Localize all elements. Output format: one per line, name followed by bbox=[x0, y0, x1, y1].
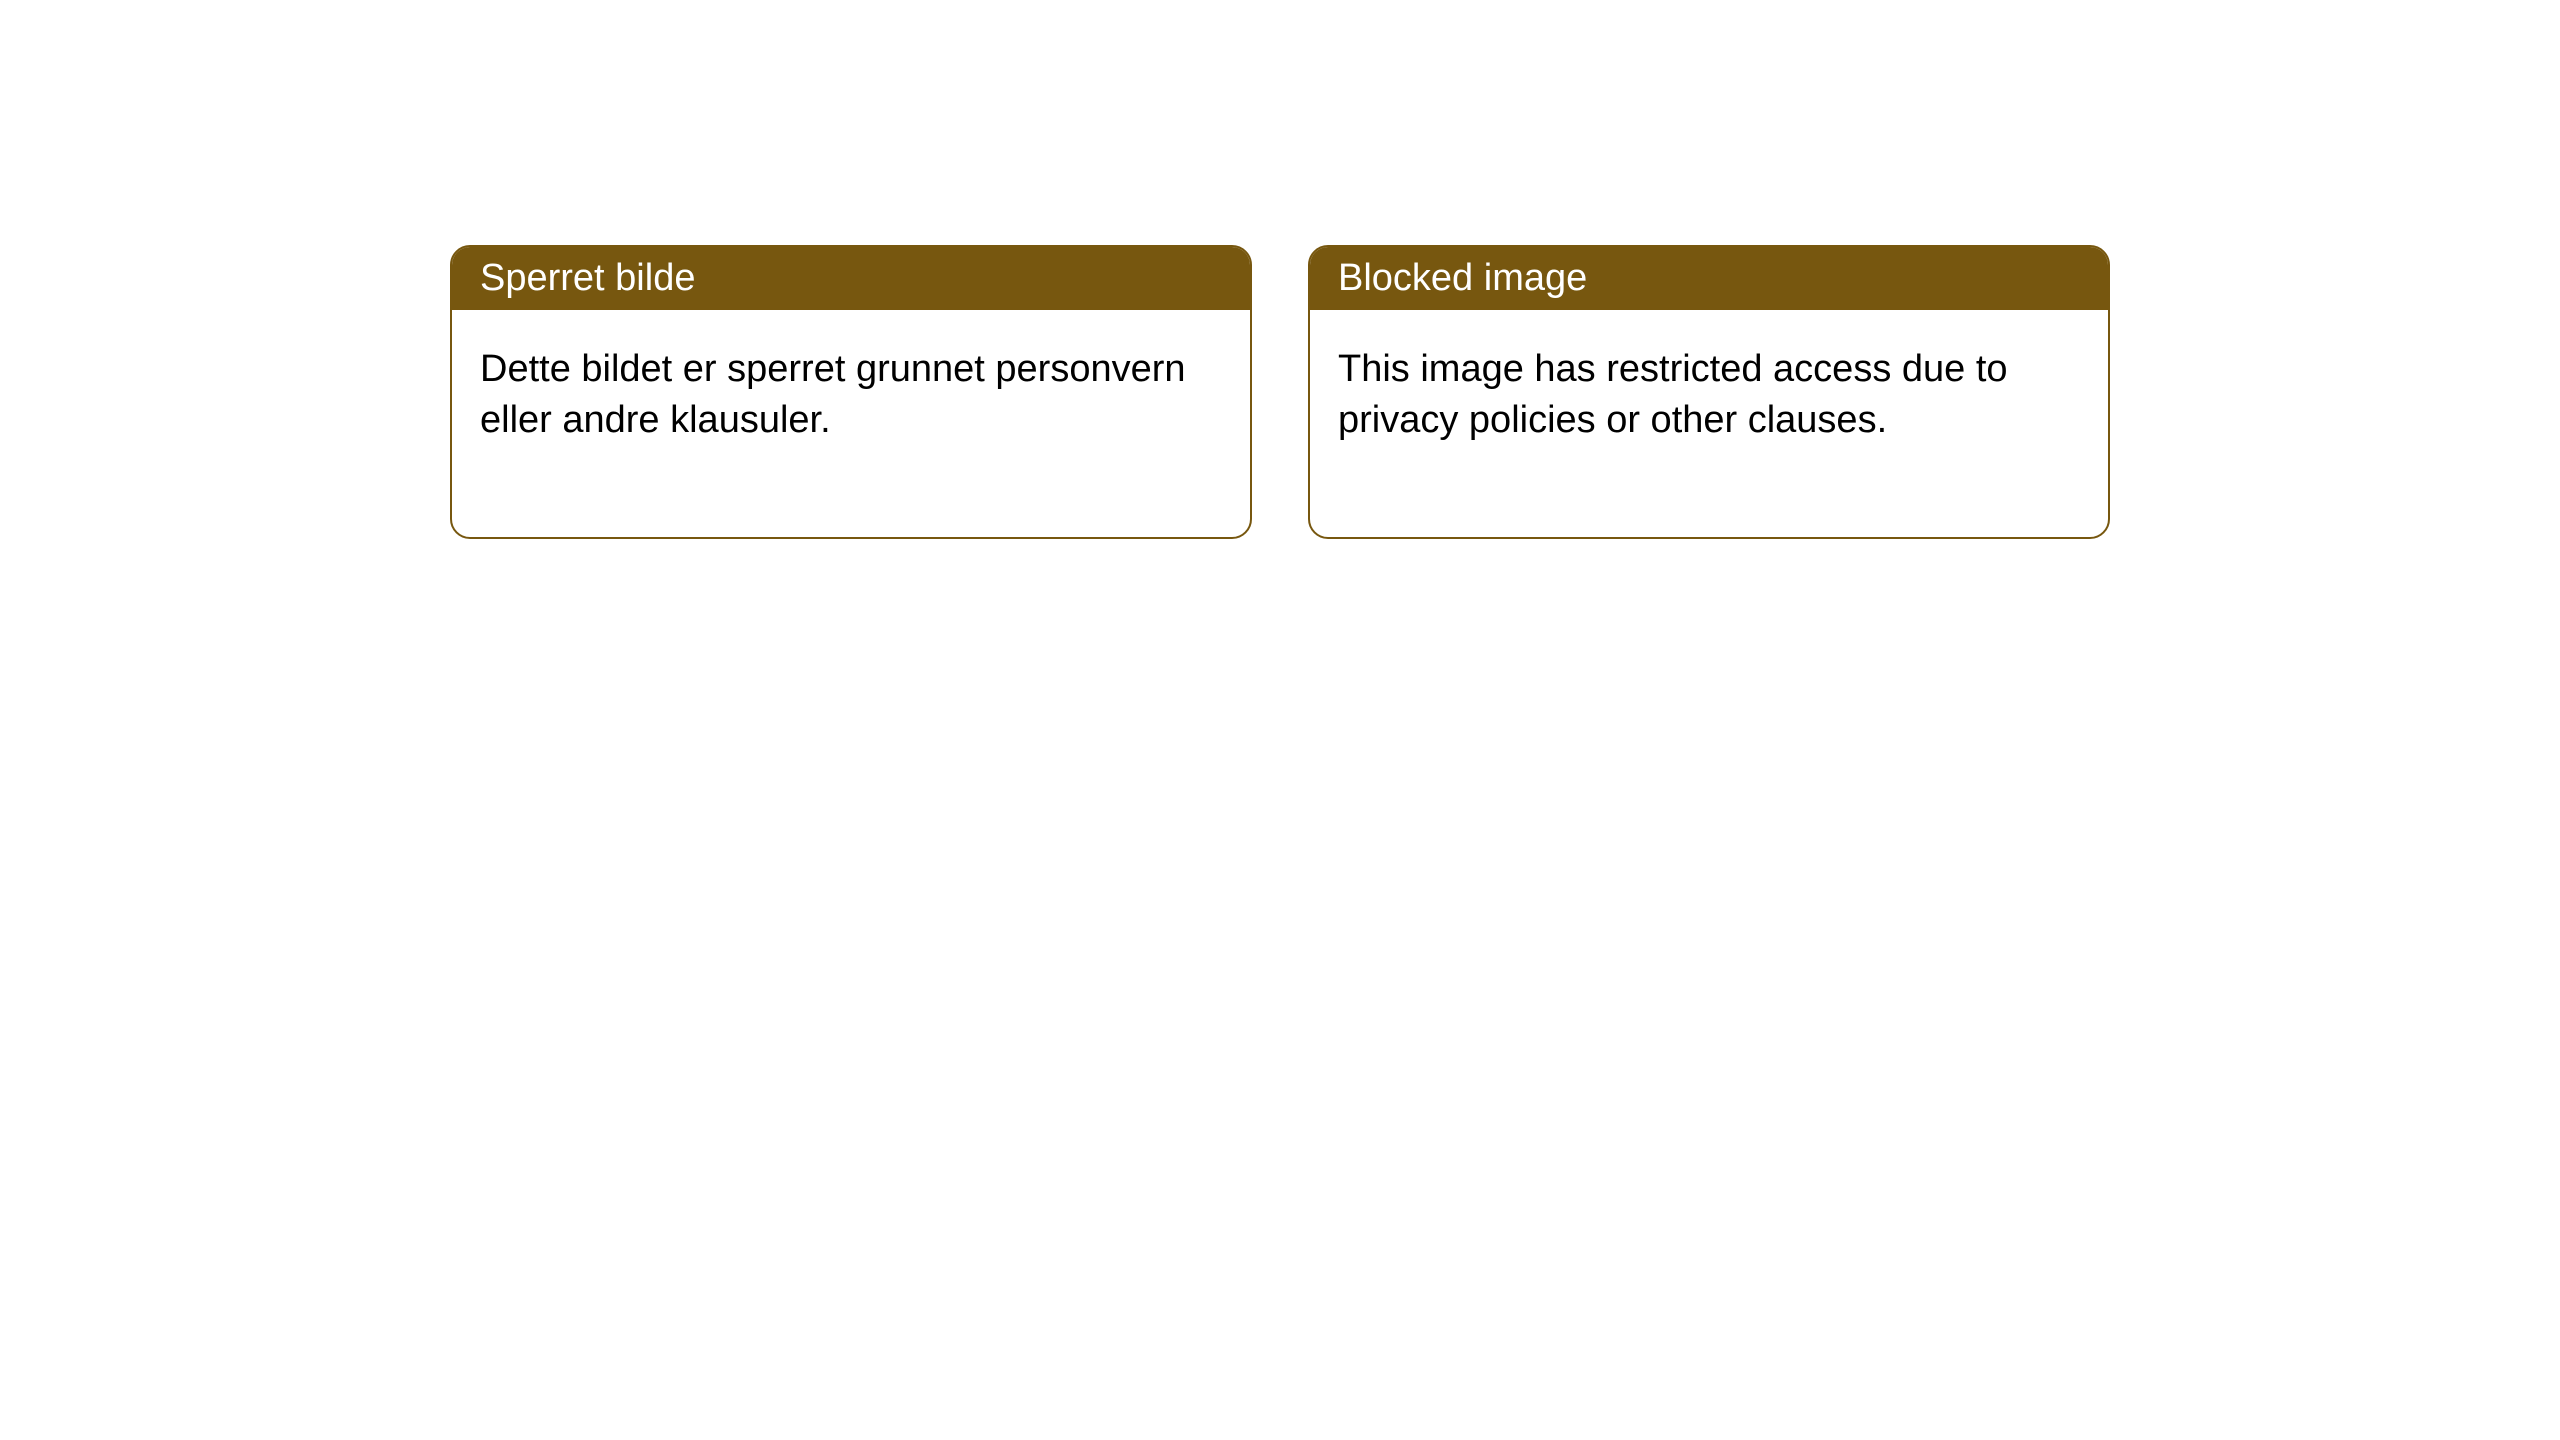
notice-body-text: Dette bildet er sperret grunnet personve… bbox=[480, 348, 1186, 441]
notice-body: This image has restricted access due to … bbox=[1310, 310, 2108, 537]
notice-header: Sperret bilde bbox=[452, 247, 1250, 310]
notice-title: Sperret bilde bbox=[480, 257, 695, 299]
notice-body-text: This image has restricted access due to … bbox=[1338, 348, 2008, 441]
notice-title: Blocked image bbox=[1338, 257, 1587, 299]
notice-header: Blocked image bbox=[1310, 247, 2108, 310]
notice-card-english: Blocked image This image has restricted … bbox=[1308, 245, 2110, 539]
notice-card-norwegian: Sperret bilde Dette bildet er sperret gr… bbox=[450, 245, 1252, 539]
notice-body: Dette bildet er sperret grunnet personve… bbox=[452, 310, 1250, 537]
notice-container: Sperret bilde Dette bildet er sperret gr… bbox=[0, 0, 2560, 539]
